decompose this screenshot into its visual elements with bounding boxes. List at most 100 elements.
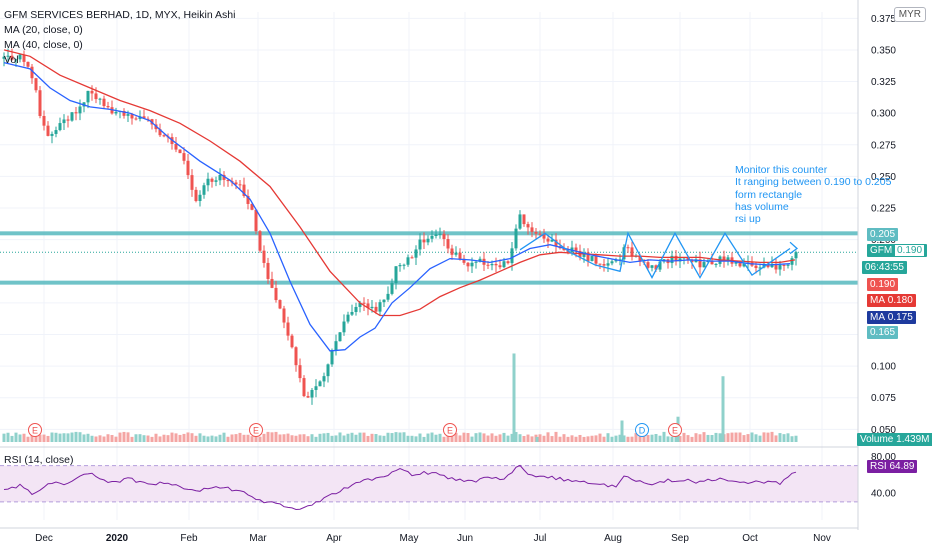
volume-bar <box>622 435 626 442</box>
volume-bar <box>710 434 714 442</box>
candle-body <box>774 263 778 270</box>
candle-body <box>598 263 602 265</box>
volume-bar <box>598 433 602 442</box>
candle-body <box>734 262 738 264</box>
volume-bar <box>554 431 558 442</box>
volume-bar <box>446 433 450 442</box>
candle-body <box>702 262 706 268</box>
volume-bar <box>786 433 790 442</box>
volume-bar <box>538 434 542 442</box>
chart-legend: GFM SERVICES BERHAD, 1D, MYX, Heikin Ash… <box>4 8 235 68</box>
event-marker-label: E <box>672 426 678 436</box>
rsi-label: RSI <box>870 461 887 472</box>
rsi-legend[interactable]: RSI (14, close) <box>4 454 74 466</box>
volume-bar <box>542 435 546 442</box>
candle-body <box>526 224 530 228</box>
volume-bar <box>610 436 614 442</box>
chart-annotation[interactable]: Monitor this counter It ranging between … <box>735 164 891 225</box>
volume-legend[interactable]: Vol <box>4 54 19 66</box>
x-tick-label: Nov <box>813 533 831 544</box>
candle-body <box>226 179 230 182</box>
ma20-line <box>3 61 791 352</box>
volume-bar <box>778 433 782 442</box>
candle-body <box>582 252 586 257</box>
rsi-line <box>3 464 797 511</box>
candle-body <box>478 258 482 262</box>
candle-body <box>650 265 654 268</box>
volume-bar <box>362 432 366 442</box>
candle-body <box>758 267 762 269</box>
volume-bar <box>570 435 574 442</box>
volume-bar <box>78 432 82 442</box>
volume-bar <box>6 432 10 442</box>
candle-body <box>266 262 270 279</box>
volume-bar <box>530 436 534 442</box>
support-price-tag: 0.190 <box>867 278 899 291</box>
volume-bar <box>506 435 510 442</box>
candle-body <box>414 249 418 258</box>
volume-bar <box>106 434 110 442</box>
volume-bar <box>638 433 642 442</box>
candle-body <box>458 252 462 259</box>
y-tick-label: 0.225 <box>871 204 896 215</box>
volume-bar <box>126 432 130 442</box>
volume-bar <box>634 433 638 442</box>
volume-bar <box>626 436 630 442</box>
volume-bar <box>230 434 234 442</box>
volume-bar <box>606 433 610 442</box>
candle-body <box>54 130 58 134</box>
x-tick-label: Oct <box>742 533 758 544</box>
volume-bar <box>154 433 158 442</box>
x-tick-label: Feb <box>180 533 198 544</box>
volume-bar <box>274 431 278 442</box>
candle-body <box>450 248 454 255</box>
volume-bar <box>86 433 90 442</box>
candle-body <box>438 233 442 235</box>
volume-bar <box>310 434 314 442</box>
candle-body <box>202 185 206 195</box>
volume-bar <box>338 432 342 442</box>
candle-body <box>162 135 166 137</box>
volume-bar <box>238 432 242 442</box>
volume-bar <box>578 434 582 442</box>
volume-bar <box>90 435 94 442</box>
volume-bar <box>94 436 98 442</box>
volume-bar <box>662 431 666 442</box>
ma40-legend[interactable]: MA (40, close, 0) <box>4 39 83 51</box>
volume-bar <box>518 434 522 442</box>
volume-bar <box>434 434 438 442</box>
candle-body <box>194 189 198 202</box>
volume-bar <box>562 434 566 442</box>
volume-bar <box>734 432 738 442</box>
volume-bar <box>418 433 422 442</box>
volume-bar <box>306 436 310 442</box>
volume-bar <box>206 436 210 442</box>
volume-bar <box>194 435 198 442</box>
ma-value: 0.175 <box>887 312 913 323</box>
volume-bar <box>322 433 326 442</box>
candle-body <box>390 283 394 294</box>
candle-body <box>10 55 14 60</box>
candle-body <box>114 111 118 114</box>
symbol-title[interactable]: GFM SERVICES BERHAD, 1D, MYX, Heikin Ash… <box>4 9 236 21</box>
candle-body <box>22 54 26 62</box>
volume-bar <box>454 432 458 442</box>
candle-body <box>362 302 366 304</box>
candle-body <box>6 55 10 57</box>
low-price-tag: 0.165 <box>867 326 899 339</box>
candle-body <box>346 314 350 322</box>
candle-body <box>722 256 726 261</box>
currency-button[interactable]: MYR <box>893 7 926 22</box>
ma40-price-tag: MA 0.180 <box>867 294 916 307</box>
volume-bar <box>706 434 710 442</box>
volume-bar <box>14 432 18 442</box>
event-marker <box>635 423 649 437</box>
volume-bar <box>450 435 454 442</box>
volume-bar <box>58 433 62 442</box>
candle-body <box>210 178 214 182</box>
ma20-legend[interactable]: MA (20, close, 0) <box>4 24 83 36</box>
volume-bar <box>512 353 516 442</box>
volume-bar <box>62 433 66 442</box>
volume-bar <box>254 434 258 442</box>
